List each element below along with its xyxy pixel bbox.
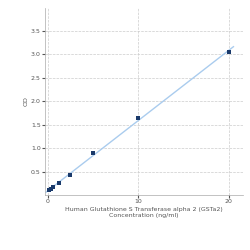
Point — [91, 151, 95, 155]
Point — [48, 187, 52, 191]
Point — [57, 181, 61, 185]
Y-axis label: OD: OD — [23, 96, 28, 106]
Point — [68, 173, 72, 177]
Point — [52, 184, 56, 188]
Point — [136, 116, 140, 120]
Point — [227, 50, 231, 54]
Point — [47, 188, 51, 192]
X-axis label: Human Glutathione S Transferase alpha 2 (GSTa2)
Concentration (ng/ml): Human Glutathione S Transferase alpha 2 … — [65, 207, 223, 218]
